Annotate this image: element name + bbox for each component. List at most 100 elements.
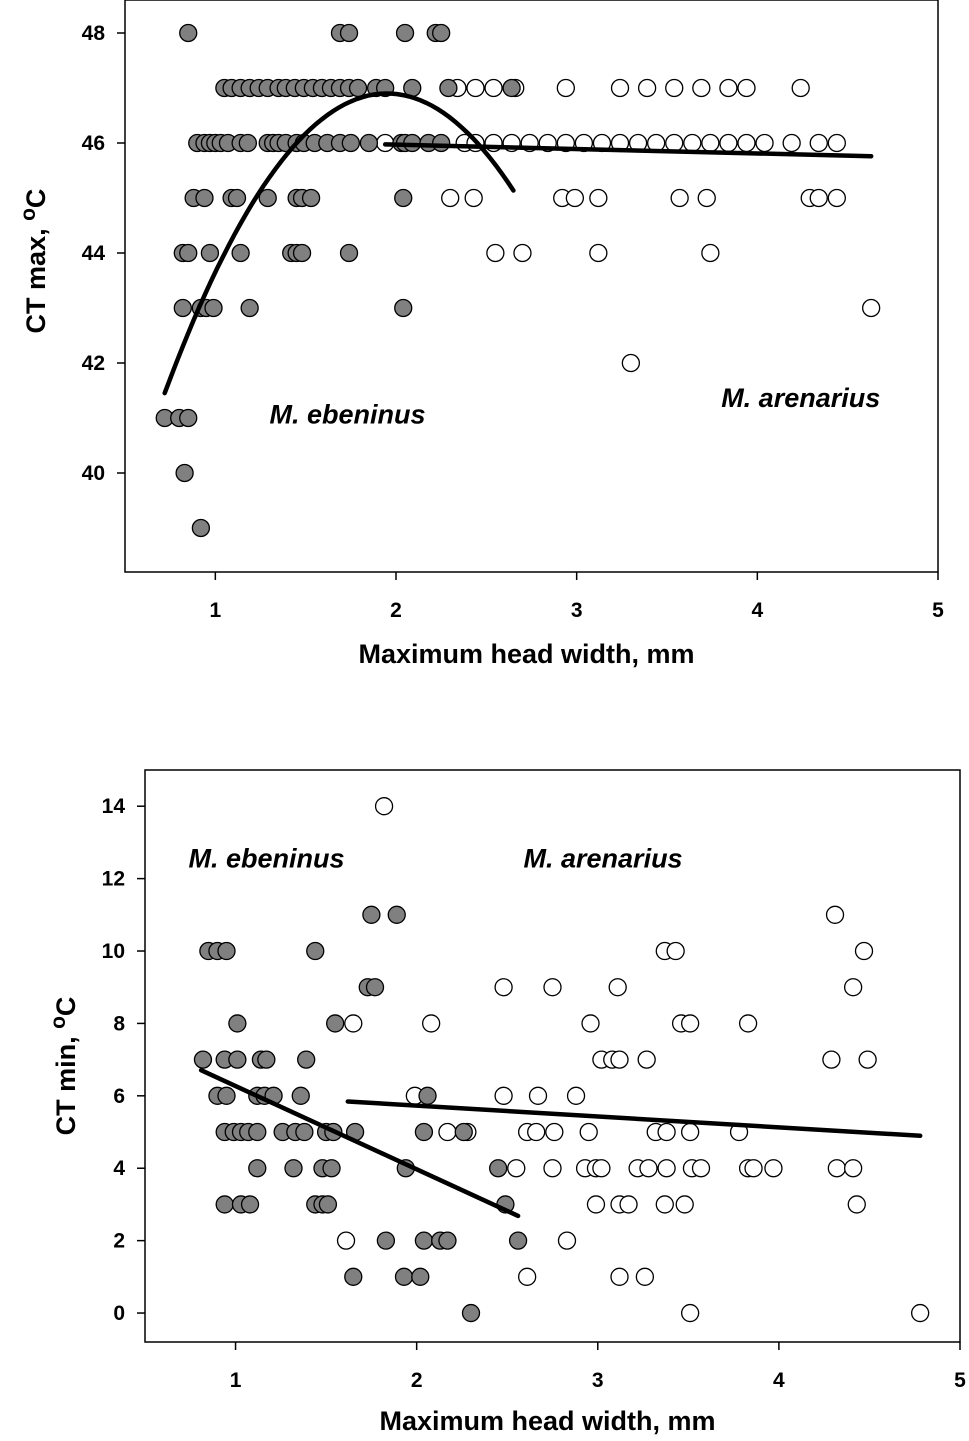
ebeninus-fit-line [162, 91, 516, 396]
arenarius-point [862, 298, 881, 318]
ebeninus-point [454, 1122, 473, 1142]
y-tick-label: 10 [102, 940, 125, 963]
y-tick-label: 14 [102, 795, 126, 818]
ebeninus-point [193, 1050, 213, 1069]
y-axis-title: CT max, oC [17, 189, 51, 334]
ebeninus-point [292, 243, 312, 263]
arenarius-point [657, 1122, 676, 1142]
arenarius-point [701, 243, 720, 263]
arenarius-point [486, 243, 505, 263]
ebeninus-point [238, 133, 258, 153]
species-label: M. arenarius [524, 844, 683, 874]
ebeninus-point [394, 298, 413, 318]
arenarius-point [637, 1050, 656, 1069]
arenarius-point [639, 1159, 658, 1178]
arenarius-point [827, 1159, 846, 1178]
arenarius-point [637, 78, 657, 98]
y-tick-label: 0 [113, 1302, 125, 1325]
arenarius-point [854, 941, 874, 961]
ebeninus-point [257, 1050, 276, 1069]
arenarius-point [565, 188, 585, 208]
arenarius-point [528, 1086, 548, 1105]
arenarius-point [610, 1267, 629, 1286]
ebeninus-point [376, 1231, 396, 1250]
arenarius-point [680, 1014, 700, 1033]
ebeninus-point [432, 23, 451, 43]
x-tick-label: 2 [390, 599, 402, 622]
x-axis-title: Maximum head width, mm [358, 639, 694, 669]
ebeninus-point [258, 188, 277, 208]
ebeninus-point [228, 1014, 247, 1033]
arenarius-point [556, 78, 575, 98]
x-axis-title: Maximum head width, mm [379, 1406, 715, 1436]
x-tick-label: 4 [773, 1369, 785, 1392]
ebeninus-point [240, 298, 259, 318]
arenarius-point [666, 941, 685, 961]
arenarius-point [719, 133, 738, 153]
ebeninus-point [217, 1086, 236, 1105]
ebeninus-point [179, 23, 198, 43]
arenarius-point [701, 133, 720, 153]
arenarius-point [911, 1303, 930, 1323]
ebeninus-point [200, 243, 220, 263]
arenarius-point [670, 188, 689, 208]
x-tick-label: 3 [592, 1369, 604, 1392]
y-tick-label: 44 [82, 242, 106, 265]
ebeninus-point [394, 188, 413, 208]
x-tick-label: 1 [230, 1369, 242, 1392]
arenarius-point [827, 188, 846, 208]
arenarius-point [809, 188, 828, 208]
arenarius-point [737, 78, 756, 98]
arenarius-point [827, 133, 846, 153]
ebeninus-point [362, 905, 381, 924]
arenarius-point [655, 1195, 674, 1214]
arenarius-point [513, 243, 532, 263]
ebeninus-point [173, 298, 192, 318]
ebeninus-point [414, 1231, 434, 1250]
ebeninus-point [414, 1122, 434, 1142]
ebeninus-point [394, 1267, 414, 1286]
arenarius-point [680, 1122, 700, 1142]
arenarius-point [675, 1195, 694, 1214]
y-tick-label: 42 [82, 352, 105, 375]
arenarius-point [557, 1231, 577, 1250]
plot-frame [144, 769, 961, 1343]
arenarius-point [441, 188, 460, 208]
ebeninus-point [339, 23, 359, 43]
arenarius-point [545, 1122, 564, 1142]
arenarius-point [691, 1159, 711, 1178]
ebeninus-point [191, 518, 211, 538]
ebeninus-point [217, 941, 236, 961]
arenarius-point [422, 1014, 441, 1033]
ebeninus-point [322, 1159, 341, 1178]
arenarius-point [527, 1122, 546, 1142]
arenarius-point [586, 1195, 606, 1214]
arenarius-point [665, 133, 684, 153]
ebeninus-point [204, 298, 223, 318]
arenarius-point [764, 1159, 783, 1178]
ebeninus-point [365, 978, 385, 997]
ebeninus-point [284, 1159, 303, 1178]
arenarius-point [621, 353, 641, 373]
arenarius-point [610, 1050, 629, 1069]
arenarius-point [683, 133, 702, 153]
arenarius-point [344, 1014, 363, 1033]
ebeninus-point [341, 133, 360, 153]
arenarius-point [782, 133, 801, 153]
arenarius-point [657, 1159, 676, 1178]
arenarius-point [719, 78, 738, 98]
y-tick-label: 40 [82, 462, 105, 485]
ebeninus-point [339, 243, 359, 263]
y-tick-label: 8 [113, 1012, 125, 1035]
x-tick-label: 3 [571, 599, 583, 622]
ebeninus-point [418, 1086, 437, 1105]
ebeninus-point [438, 1231, 457, 1250]
y-tick-label: 46 [82, 132, 105, 155]
arenarius-point [374, 797, 394, 816]
ebeninus-point [348, 78, 368, 98]
ebeninus-point [508, 1231, 528, 1250]
arenarius-point [822, 1050, 841, 1069]
arenarius-point [843, 1159, 863, 1178]
ebeninus-point [411, 1267, 430, 1286]
